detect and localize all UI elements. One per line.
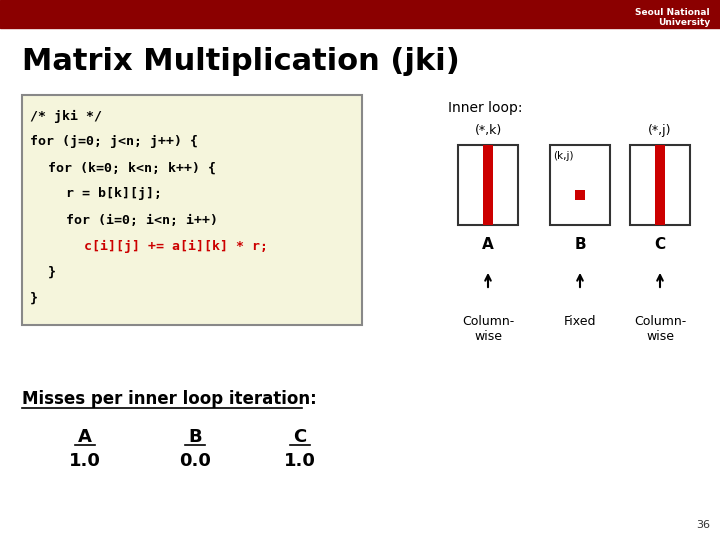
Text: Column-
wise: Column- wise [634, 315, 686, 343]
Text: A: A [78, 428, 92, 446]
Text: A: A [482, 237, 494, 252]
Text: for (k=0; k<n; k++) {: for (k=0; k<n; k++) { [48, 161, 216, 174]
Text: Misses per inner loop iteration:: Misses per inner loop iteration: [22, 390, 317, 408]
Text: (*,k): (*,k) [474, 124, 502, 137]
Bar [0, 0, 720, 28]
Text: (k,j): (k,j) [553, 151, 574, 161]
Text: Matrix Multiplication (jki): Matrix Multiplication (jki) [22, 48, 460, 77]
Text: for (j=0; j<n; j++) {: for (j=0; j<n; j++) { [30, 136, 198, 148]
Text: }: } [30, 292, 38, 305]
Text: C: C [293, 428, 307, 446]
Text: B: B [188, 428, 202, 446]
Text: 0.0: 0.0 [179, 452, 211, 470]
Text: c[i][j] += a[i][k] * r;: c[i][j] += a[i][k] * r; [84, 239, 268, 253]
Text: for (i=0; i<n; i++): for (i=0; i<n; i++) [66, 213, 218, 226]
Text: B: B [574, 237, 586, 252]
Bar [550, 145, 610, 225]
Text: Seoul National
University: Seoul National University [635, 8, 710, 28]
Bar [630, 145, 690, 225]
Text: C: C [654, 237, 665, 252]
Text: 1.0: 1.0 [284, 452, 316, 470]
Text: (*,j): (*,j) [648, 124, 672, 137]
Text: /* jki */: /* jki */ [30, 110, 102, 123]
Text: r = b[k][j];: r = b[k][j]; [66, 187, 162, 200]
Bar [654, 145, 665, 225]
Bar [482, 145, 493, 225]
Text: Fixed: Fixed [564, 315, 596, 328]
Text: 1.0: 1.0 [69, 452, 101, 470]
FancyBboxPatch shape [22, 95, 362, 325]
Bar [575, 190, 585, 200]
Text: Column-
wise: Column- wise [462, 315, 514, 343]
Text: 36: 36 [696, 520, 710, 530]
Bar [458, 145, 518, 225]
Text: Inner loop:: Inner loop: [448, 101, 523, 115]
Text: }: } [48, 266, 56, 279]
